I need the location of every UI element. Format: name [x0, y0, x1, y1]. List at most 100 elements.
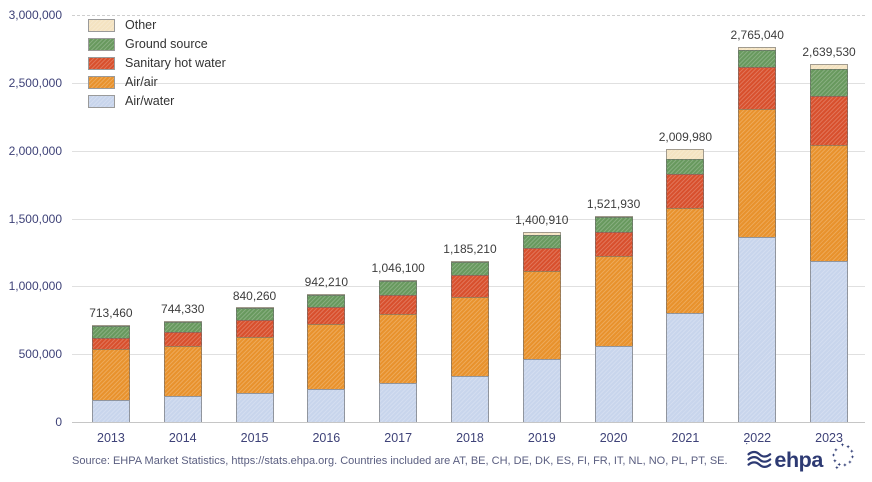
legend-label-air_air: Air/air	[125, 75, 158, 89]
bar-2016: 942,210	[304, 15, 349, 422]
bar-segment-sanitary_hot_water-2016[interactable]	[307, 307, 346, 325]
bar-segment-air_air-2016[interactable]	[307, 324, 346, 389]
bar-segment-other-2016[interactable]	[307, 293, 346, 295]
bar-group-2018[interactable]: 1,185,210 2018	[434, 15, 506, 445]
bar-group-2016[interactable]: 942,210 2016	[290, 15, 362, 445]
y-tick-2,500,000: 2,500,000	[8, 75, 62, 90]
bar-group-2020[interactable]: 1,521,930 2020	[578, 15, 650, 445]
gridline-2,000,000	[72, 150, 865, 152]
bar-total-label-2018: 1,185,210	[443, 242, 497, 257]
bar-group-2021[interactable]: 2,009,980 2021	[650, 15, 722, 445]
bar-segment-air_air-2013[interactable]	[91, 348, 130, 401]
bar-segment-ground_source-2017[interactable]	[379, 280, 418, 295]
bar-segment-air_air-2017[interactable]	[379, 314, 418, 383]
bar-segment-sanitary_hot_water-2018[interactable]	[450, 274, 489, 297]
bar-segment-sanitary_hot_water-2019[interactable]	[522, 247, 561, 272]
bar-segment-ground_source-2021[interactable]	[666, 158, 705, 174]
bar-segment-air_air-2023[interactable]	[810, 145, 849, 262]
bar-2018: 1,185,210	[443, 15, 497, 422]
bar-segment-other-2019[interactable]	[522, 231, 561, 235]
x-tick-2023: 2023	[815, 431, 843, 445]
bar-segment-ground_source-2023[interactable]	[810, 69, 849, 97]
legend-item-sanitary_hot_water[interactable]: Sanitary hot water	[88, 56, 226, 70]
legend-swatch-sanitary_hot_water	[88, 56, 115, 70]
legend-item-other[interactable]: Other	[88, 18, 226, 32]
bar-segment-other-2018[interactable]	[450, 260, 489, 262]
bar-segment-sanitary_hot_water-2021[interactable]	[666, 173, 705, 208]
bar-2014: 744,330	[161, 15, 204, 422]
bar-segment-sanitary_hot_water-2013[interactable]	[91, 337, 130, 349]
bar-total-label-2019: 1,400,910	[515, 212, 569, 227]
bar-segment-ground_source-2016[interactable]	[307, 294, 346, 308]
bar-segment-air_water-2015[interactable]	[235, 392, 274, 422]
bar-segment-other-2013[interactable]	[91, 324, 130, 326]
bar-segment-air_air-2014[interactable]	[163, 346, 202, 397]
bar-segment-other-2020[interactable]	[594, 215, 633, 217]
bar-segment-air_air-2015[interactable]	[235, 336, 274, 393]
bar-group-2013[interactable]: 713,460 2013	[75, 15, 147, 445]
bar-2015: 840,260	[233, 15, 276, 422]
bar-group-2015[interactable]: 840,260 2015	[219, 15, 291, 445]
bar-segment-air_water-2019[interactable]	[522, 359, 561, 422]
bar-group-2014[interactable]: 744,330 2014	[147, 15, 219, 445]
bar-segment-air_air-2019[interactable]	[522, 271, 561, 360]
bar-segment-air_water-2013[interactable]	[91, 400, 130, 422]
bar-segment-other-2023[interactable]	[810, 63, 849, 70]
bar-segment-ground_source-2018[interactable]	[450, 261, 489, 275]
bar-segment-air_water-2014[interactable]	[163, 396, 202, 422]
bar-segment-ground_source-2013[interactable]	[91, 325, 130, 338]
legend-label-ground_source: Ground source	[125, 37, 208, 51]
bar-segment-sanitary_hot_water-2014[interactable]	[163, 332, 202, 347]
bar-2013: 713,460	[89, 15, 133, 422]
x-tick-2019: 2019	[527, 431, 556, 445]
bar-segment-air_water-2016[interactable]	[307, 388, 346, 422]
bar-segment-air_water-2017[interactable]	[379, 382, 418, 422]
bar-2019: 1,400,910	[515, 15, 568, 422]
legend-item-ground_source[interactable]: Ground source	[88, 37, 226, 51]
bar-segment-sanitary_hot_water-2015[interactable]	[235, 320, 274, 337]
bar-segment-sanitary_hot_water-2017[interactable]	[379, 294, 418, 315]
bar-segment-air_water-2021[interactable]	[666, 312, 705, 422]
y-tick-500,000: 500,000	[18, 347, 62, 362]
bar-segment-air_air-2021[interactable]	[666, 207, 705, 313]
bar-segment-air_water-2023[interactable]	[810, 261, 849, 422]
bar-segment-air_water-2022[interactable]	[738, 236, 777, 422]
gridline-0	[72, 422, 865, 423]
bar-segment-sanitary_hot_water-2022[interactable]	[738, 66, 777, 110]
bar-segment-ground_source-2014[interactable]	[163, 321, 202, 333]
bar-segment-air_water-2020[interactable]	[594, 346, 633, 422]
bar-segment-sanitary_hot_water-2020[interactable]	[594, 232, 633, 256]
bar-segment-other-2021[interactable]	[666, 149, 705, 159]
bar-group-2023[interactable]: 2,639,530 2023	[793, 15, 865, 445]
x-tick-2013: 2013	[97, 431, 125, 445]
x-tick-2018: 2018	[456, 431, 484, 445]
bar-segment-ground_source-2020[interactable]	[594, 216, 633, 233]
legend-item-air_water[interactable]: Air/water	[88, 94, 226, 108]
bar-segment-ground_source-2022[interactable]	[738, 49, 777, 67]
y-tick-1,500,000: 1,500,000	[8, 211, 62, 226]
y-axis-labels: 0 500,000 1,000,000 1,500,000 2,000,000 2,500…	[0, 8, 62, 429]
bar-segment-air_air-2018[interactable]	[450, 296, 489, 376]
source-text: Source: EHPA Market Statistics, https://…	[72, 455, 728, 467]
bar-group-2017[interactable]: 1,046,100 2017	[362, 15, 434, 445]
bar-segment-air_air-2020[interactable]	[594, 255, 633, 347]
bar-segment-other-2015[interactable]	[235, 307, 274, 309]
bar-segment-other-2014[interactable]	[163, 320, 202, 322]
bar-segment-ground_source-2015[interactable]	[235, 308, 274, 320]
bar-group-2019[interactable]: 1,400,910 2019	[506, 15, 578, 445]
x-tick-2016: 2016	[312, 431, 341, 445]
legend-label-sanitary_hot_water: Sanitary hot water	[125, 56, 226, 70]
gridline-2,500,000	[72, 82, 865, 84]
bar-segment-sanitary_hot_water-2023[interactable]	[810, 96, 849, 146]
legend-item-air_air[interactable]: Air/air	[88, 75, 226, 89]
bar-segment-other-2022[interactable]	[738, 46, 777, 50]
bar-segment-air_air-2022[interactable]	[738, 109, 777, 237]
bar-segment-air_water-2018[interactable]	[450, 375, 489, 422]
bars-container: 713,460 2013 744,330 2014 840,260 2015 942,210…	[75, 15, 865, 445]
x-tick-2017: 2017	[384, 431, 413, 445]
bar-group-2022[interactable]: 2,765,040 2022	[721, 15, 793, 445]
bar-segment-other-2017[interactable]	[379, 279, 418, 281]
bar-total-label-2016: 942,210	[304, 275, 349, 290]
y-tick-2,000,000: 2,000,000	[8, 143, 62, 158]
bar-segment-ground_source-2019[interactable]	[522, 234, 561, 248]
